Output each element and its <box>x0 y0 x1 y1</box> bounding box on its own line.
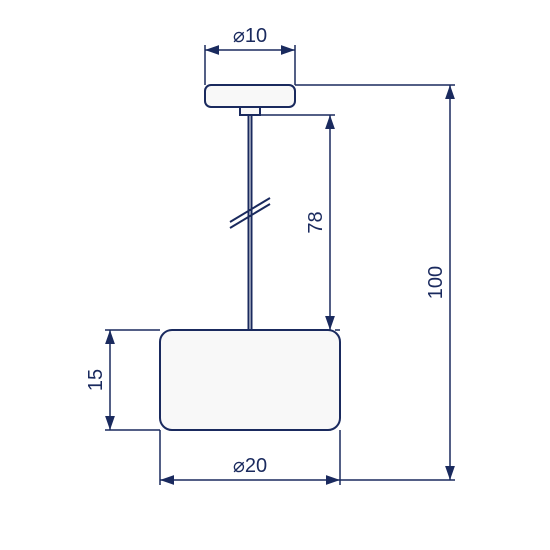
pendant-lamp <box>160 85 340 430</box>
shade <box>160 330 340 430</box>
dim-cord-length-label: 78 <box>305 211 327 233</box>
dim-shade-height-label: 15 <box>85 369 107 391</box>
dim-overall-height-label: 100 <box>425 266 447 299</box>
break-mark <box>230 198 270 222</box>
canopy-nipple <box>240 107 260 115</box>
dim-canopy-dia-label: ⌀10 <box>233 25 267 47</box>
canopy <box>205 85 295 107</box>
dim-shade-dia-label: ⌀20 <box>233 455 267 477</box>
